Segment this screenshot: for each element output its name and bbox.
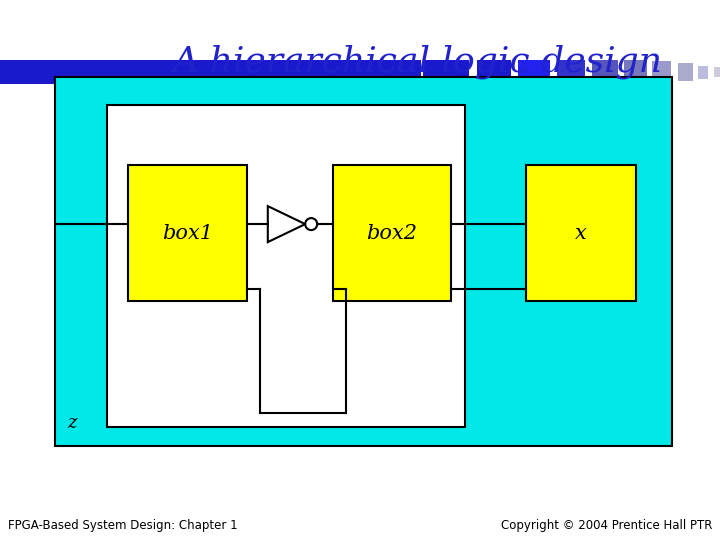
Text: A hierarchical logic design: A hierarchical logic design — [173, 45, 662, 79]
Bar — [678, 63, 693, 81]
Text: box1: box1 — [162, 224, 213, 242]
Bar — [0, 60, 421, 84]
Text: Copyright © 2004 Prentice Hall PTR: Copyright © 2004 Prentice Hall PTR — [500, 519, 712, 532]
Bar — [652, 61, 671, 83]
Text: x: x — [575, 224, 587, 242]
Bar — [714, 68, 720, 77]
Bar — [477, 60, 511, 84]
Text: box2: box2 — [366, 224, 418, 242]
Bar — [423, 60, 469, 84]
Bar — [107, 105, 465, 427]
Bar — [333, 165, 451, 301]
Bar — [128, 165, 247, 301]
Bar — [557, 60, 585, 84]
Bar — [526, 165, 636, 301]
Bar — [624, 60, 647, 84]
Text: z: z — [68, 414, 77, 431]
Bar — [698, 65, 708, 78]
Bar — [592, 60, 618, 84]
Bar — [518, 60, 550, 84]
Text: FPGA-Based System Design: Chapter 1: FPGA-Based System Design: Chapter 1 — [8, 519, 238, 532]
Bar — [55, 77, 672, 446]
